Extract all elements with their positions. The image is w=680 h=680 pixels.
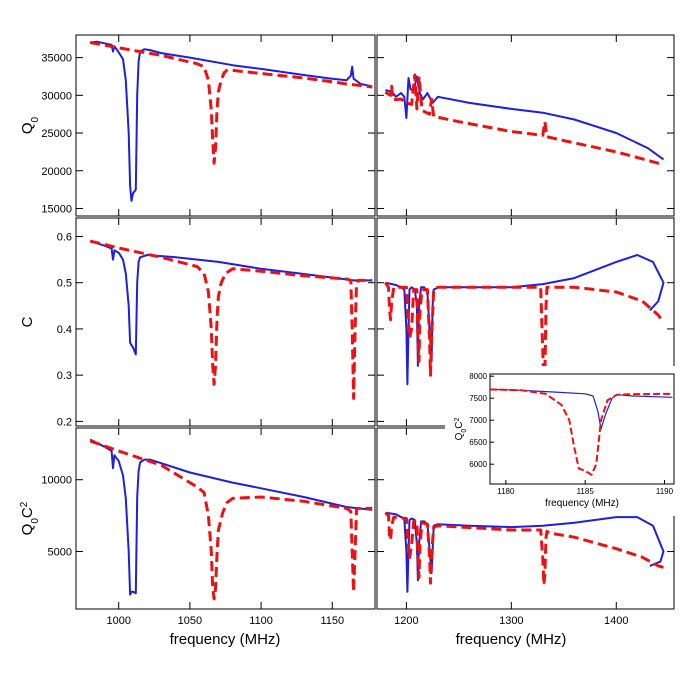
y-axis-label-row2: Q0C2 (19, 501, 41, 535)
y-tick-label: 5000 (48, 547, 72, 559)
x-tick-label: 1150 (320, 615, 344, 627)
panel-r2-c0: 1000 1050 1100 1150 5000 10000 (41, 427, 376, 627)
y-label-sup: 2 (19, 501, 30, 507)
y-tick-label: 0.6 (57, 231, 72, 243)
x-tick-label: 1300 (499, 615, 523, 627)
inset-y-tick-label: 6500 (469, 438, 487, 447)
x-axis-label-right: frequency (MHz) (456, 631, 567, 648)
y-label-rest: C (454, 421, 465, 428)
inset-x-tick-label: 1190 (656, 487, 674, 496)
inset-frame (489, 373, 675, 485)
panel-frame (75, 34, 376, 217)
y-tick-label: 15000 (41, 203, 72, 215)
x-tick-label: 1000 (106, 615, 130, 627)
y-label-sup: 2 (454, 417, 461, 421)
series-line-solid (89, 240, 373, 356)
inset-series-line-dashed (490, 388, 673, 476)
series-line-solid (89, 438, 373, 596)
panel-grid: 15000200002500030000350000.20.30.40.50.6… (41, 34, 675, 627)
y-label-rest: C (19, 507, 36, 518)
y-tick-label: 25000 (41, 128, 72, 140)
x-tick-label: 1100 (249, 615, 273, 627)
x-tick-label: 1400 (604, 615, 628, 627)
inset-y-tick-label: 8000 (469, 372, 487, 381)
y-tick-label: 0.3 (57, 370, 72, 382)
x-tick-label: 1050 (178, 615, 202, 627)
y-label-sub: 0 (461, 429, 468, 433)
series-line-dashed (384, 281, 665, 391)
panel-frame (75, 427, 376, 610)
inset-y-tick-label: 7500 (469, 394, 487, 403)
panel-r0-c0: 15000 20000 25000 30000 35000 (41, 34, 376, 217)
y-label-main: Q (19, 122, 36, 134)
y-tick-label: 20000 (41, 166, 72, 178)
inset-y-tick-label: 7000 (469, 416, 487, 425)
y-axis-label-row1: C (19, 316, 36, 327)
series-group (89, 40, 373, 202)
inset-x-tick-label: 1185 (577, 487, 595, 496)
series-line-dashed (89, 239, 373, 400)
y-tick-label: 30000 (41, 90, 72, 102)
series-group (89, 438, 373, 601)
inset-series-group (490, 388, 673, 476)
panel-frame (75, 217, 376, 427)
y-label-sub: 0 (30, 518, 41, 524)
y-axis-label-row0: Q0 (19, 116, 41, 134)
series-group (384, 73, 665, 165)
series-group (89, 239, 373, 400)
x-axis-label-left: frequency (MHz) (170, 631, 281, 648)
inset-chart: 1180 1185 1190 6000 6500 7000 7500 8000 frequenc… (445, 366, 677, 516)
y-label-sub: 0 (30, 116, 41, 122)
y-tick-label: 0.2 (57, 416, 72, 428)
series-group (384, 254, 665, 391)
inset-x-axis-label: frequency (MHz) (545, 498, 619, 509)
series-line-dashed (384, 73, 664, 165)
panel-r1-c0: 0.2 0.3 0.4 0.5 0.6 (57, 217, 376, 428)
series-group (384, 511, 665, 593)
y-tick-label: 10000 (41, 475, 72, 487)
panel-r0-c1 (376, 34, 675, 217)
y-tick-label: 0.4 (57, 324, 72, 336)
series-line-dashed (89, 41, 373, 165)
panel-frame (376, 34, 675, 217)
inset-y-axis-label: Q0C2 (454, 417, 468, 440)
series-line-dashed (384, 511, 664, 587)
y-tick-label: 35000 (41, 53, 72, 65)
series-line-dashed (89, 439, 373, 601)
y-label-main: C (19, 316, 36, 327)
inset-x-tick-label: 1180 (497, 487, 515, 496)
series-line-solid (385, 254, 665, 386)
y-tick-label: 0.5 (57, 278, 72, 290)
y-label-main: Q (19, 524, 36, 536)
inset-y-tick-label: 6000 (469, 460, 487, 469)
y-label-main: Q (454, 432, 465, 440)
x-tick-label: 1200 (394, 615, 418, 627)
